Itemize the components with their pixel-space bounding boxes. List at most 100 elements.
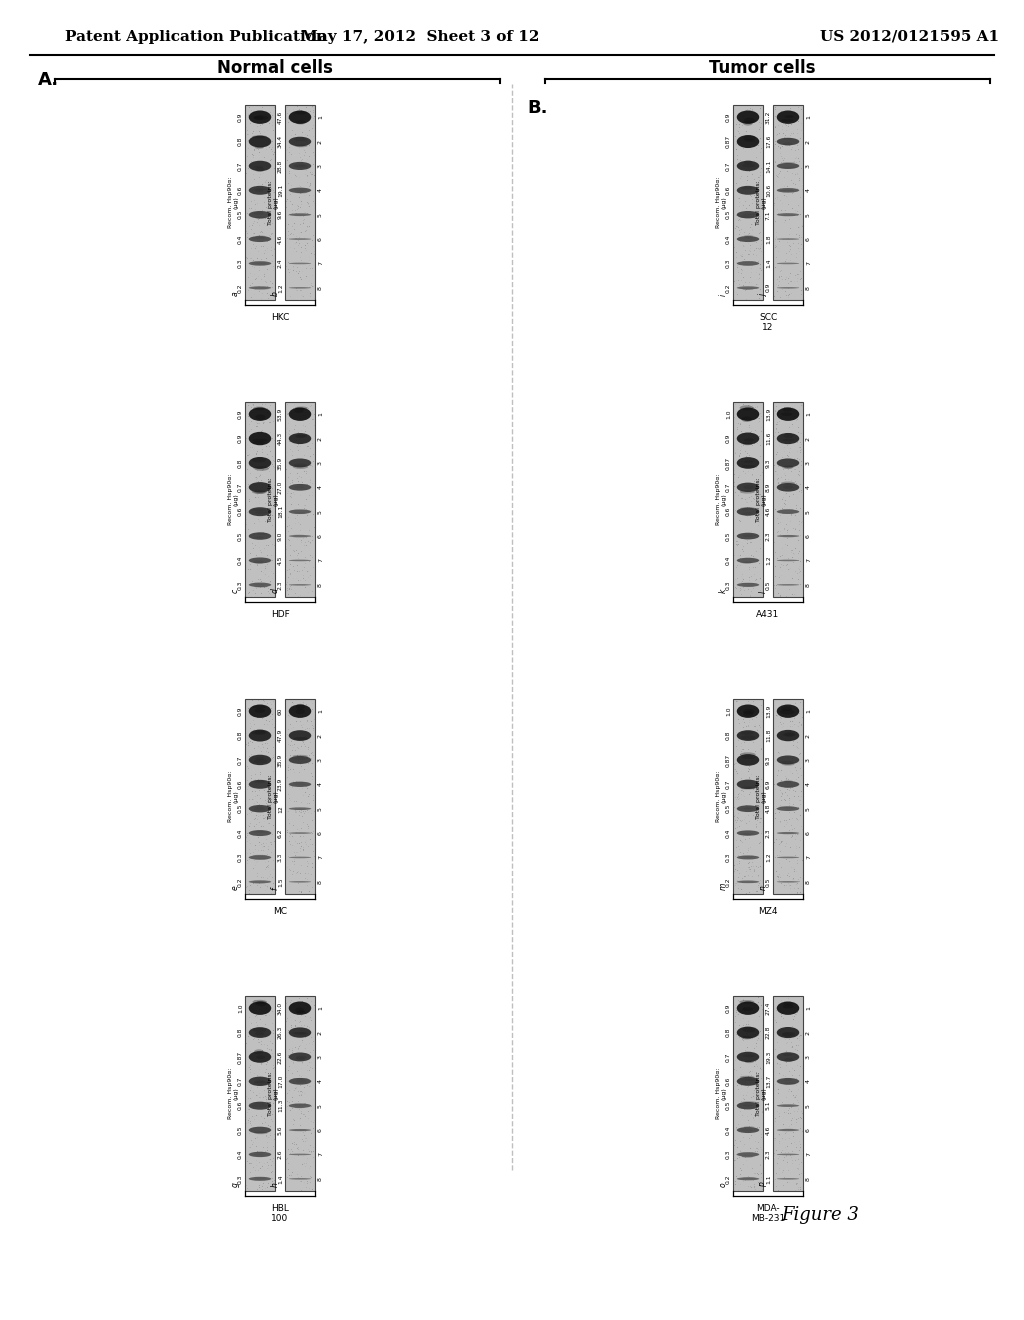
Ellipse shape (736, 1177, 759, 1180)
Text: 6.9: 6.9 (766, 780, 771, 789)
Text: A.: A. (38, 71, 59, 88)
Text: MDA-
MB-231: MDA- MB-231 (751, 1204, 785, 1224)
Ellipse shape (293, 164, 306, 168)
Text: Recom. Hsp90α:
(μg): Recom. Hsp90α: (μg) (716, 474, 726, 525)
Text: 0.9: 0.9 (726, 1003, 731, 1012)
Text: 4: 4 (806, 486, 811, 490)
Bar (245, 700, 275, 894)
Ellipse shape (740, 752, 756, 756)
Text: 1.8: 1.8 (766, 235, 771, 244)
Text: 14.1: 14.1 (766, 160, 771, 173)
Ellipse shape (743, 161, 753, 164)
Text: 53.9: 53.9 (278, 408, 283, 421)
Ellipse shape (295, 1007, 304, 1014)
Text: Recom. Hsp90α:
(μg): Recom. Hsp90α: (μg) (716, 177, 726, 228)
Ellipse shape (777, 187, 800, 193)
Ellipse shape (289, 1002, 311, 1015)
Ellipse shape (739, 405, 754, 411)
Ellipse shape (777, 286, 800, 289)
Ellipse shape (742, 1007, 753, 1011)
Ellipse shape (289, 583, 311, 586)
Ellipse shape (249, 1127, 271, 1134)
Ellipse shape (254, 759, 267, 763)
Ellipse shape (293, 755, 308, 758)
Text: 8: 8 (806, 880, 811, 884)
Text: 0.3: 0.3 (726, 853, 731, 862)
Text: 0.7: 0.7 (238, 1077, 243, 1086)
Text: Total proteins:
(μg): Total proteins: (μg) (267, 477, 279, 521)
Text: 0.3: 0.3 (726, 259, 731, 268)
Ellipse shape (295, 120, 306, 124)
Text: 22.6: 22.6 (278, 1051, 283, 1064)
Ellipse shape (781, 1032, 794, 1036)
Ellipse shape (295, 144, 307, 148)
Ellipse shape (252, 508, 266, 511)
Text: 0.4: 0.4 (238, 1150, 243, 1159)
Ellipse shape (253, 116, 263, 120)
Ellipse shape (256, 533, 266, 535)
Text: f: f (270, 887, 280, 890)
Text: 1.0: 1.0 (726, 409, 731, 418)
Text: 8: 8 (318, 1177, 323, 1181)
Ellipse shape (249, 186, 271, 195)
Ellipse shape (249, 432, 271, 445)
Text: 0.7: 0.7 (726, 780, 731, 789)
Ellipse shape (249, 457, 271, 469)
Ellipse shape (741, 1036, 752, 1039)
Text: 0.5: 0.5 (726, 532, 731, 541)
Ellipse shape (255, 216, 266, 219)
Ellipse shape (256, 1001, 267, 1006)
Ellipse shape (779, 760, 794, 764)
Text: 0.87: 0.87 (238, 1051, 243, 1064)
Ellipse shape (777, 408, 800, 421)
Ellipse shape (736, 1052, 759, 1063)
Ellipse shape (736, 730, 759, 741)
Ellipse shape (783, 1002, 794, 1006)
Text: 4: 4 (806, 1080, 811, 1084)
Text: 31.2: 31.2 (766, 111, 771, 124)
Ellipse shape (289, 1104, 311, 1107)
Ellipse shape (295, 434, 306, 438)
Text: 1.2: 1.2 (278, 282, 283, 293)
Ellipse shape (249, 261, 271, 265)
Ellipse shape (289, 560, 311, 561)
Ellipse shape (777, 1002, 800, 1015)
Text: 6.2: 6.2 (278, 829, 283, 838)
Text: 4: 4 (318, 189, 323, 193)
Ellipse shape (783, 780, 794, 783)
Ellipse shape (743, 135, 756, 140)
Ellipse shape (736, 111, 759, 124)
Text: 0.5: 0.5 (726, 804, 731, 813)
Ellipse shape (742, 1027, 756, 1032)
Ellipse shape (254, 807, 264, 809)
Text: 1.2: 1.2 (766, 556, 771, 565)
Text: o: o (719, 1183, 727, 1187)
Text: 1.5: 1.5 (278, 876, 283, 887)
Text: 1: 1 (806, 412, 811, 416)
Ellipse shape (781, 763, 795, 766)
Ellipse shape (293, 1104, 307, 1106)
Ellipse shape (740, 833, 754, 836)
Ellipse shape (777, 433, 800, 444)
Ellipse shape (781, 706, 792, 711)
Text: 7.1: 7.1 (766, 210, 771, 219)
Ellipse shape (295, 407, 308, 409)
Text: 0.9: 0.9 (726, 434, 731, 444)
Text: 0.8: 0.8 (238, 458, 243, 467)
Text: 0.6: 0.6 (238, 1101, 243, 1110)
Ellipse shape (736, 186, 759, 195)
Ellipse shape (254, 536, 264, 539)
Ellipse shape (736, 780, 759, 789)
Text: HBL
100: HBL 100 (271, 1204, 289, 1224)
Ellipse shape (294, 737, 308, 741)
Ellipse shape (741, 186, 752, 190)
Ellipse shape (777, 1078, 800, 1085)
Ellipse shape (740, 735, 756, 739)
Ellipse shape (781, 412, 793, 416)
Ellipse shape (253, 1027, 266, 1032)
Ellipse shape (783, 143, 793, 145)
Text: 4.6: 4.6 (766, 507, 771, 516)
Text: 44.3: 44.3 (278, 432, 283, 445)
Ellipse shape (736, 705, 759, 718)
Ellipse shape (739, 215, 754, 218)
